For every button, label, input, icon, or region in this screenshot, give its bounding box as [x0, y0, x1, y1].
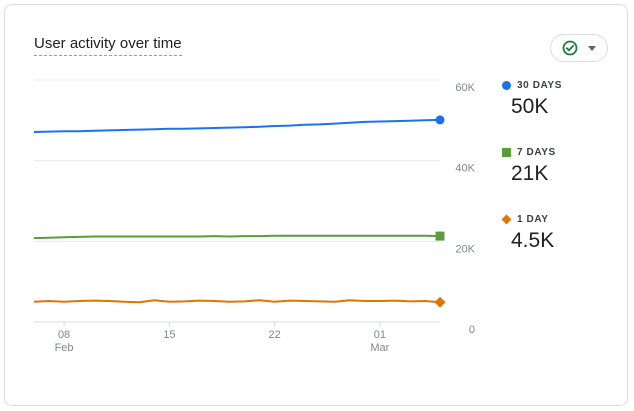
legend-value: 4.5K [511, 229, 555, 252]
legend-header: 1 DAY [501, 214, 554, 225]
legend-swatch-circle [502, 81, 511, 90]
status-dropdown-button[interactable] [550, 34, 608, 62]
end-marker-7-days [435, 231, 445, 241]
end-marker-30-days [435, 115, 445, 125]
y-tick-label: 20K [455, 243, 475, 255]
x-tick-label: 15 [163, 329, 175, 341]
legend-label: 30 DAYS [517, 80, 562, 91]
legend-swatch-square [502, 148, 511, 157]
series-line-30-days [33, 118, 441, 133]
legend-value: 50K [511, 95, 549, 118]
caret-down-icon [588, 45, 596, 51]
legend-label: 7 DAYS [517, 147, 556, 158]
card-title[interactable]: User activity over time [34, 35, 182, 56]
check-circle-icon [562, 40, 578, 56]
legend-item-7-days: 7 DAYS 21K [502, 147, 556, 186]
x-tick-label: 22 [268, 329, 280, 341]
legend-header: 30 DAYS [502, 80, 562, 91]
end-marker-1-day [434, 296, 446, 308]
x-tick-label: 01 [374, 329, 386, 341]
series-line-1-day [33, 299, 441, 304]
series-line-7-days [33, 234, 441, 240]
y-tick-label: 40K [455, 163, 475, 175]
legend-label: 1 DAY [517, 214, 549, 225]
x-tick-sublabel: Mar [370, 342, 389, 354]
x-tick-label: 08 [58, 329, 70, 341]
user-activity-card: User activity over time [4, 4, 628, 406]
y-tick-label: 60K [455, 82, 475, 94]
legend-item-1-day: 1 DAY 4.5K [501, 214, 555, 253]
x-tick-sublabel: Feb [55, 342, 74, 354]
legend-item-30-days: 30 DAYS 50K [502, 80, 562, 119]
legend-swatch-diamond [501, 214, 512, 225]
legend-value: 21K [511, 162, 549, 185]
legend-header: 7 DAYS [502, 147, 556, 158]
y-tick-label: 0 [469, 324, 475, 336]
